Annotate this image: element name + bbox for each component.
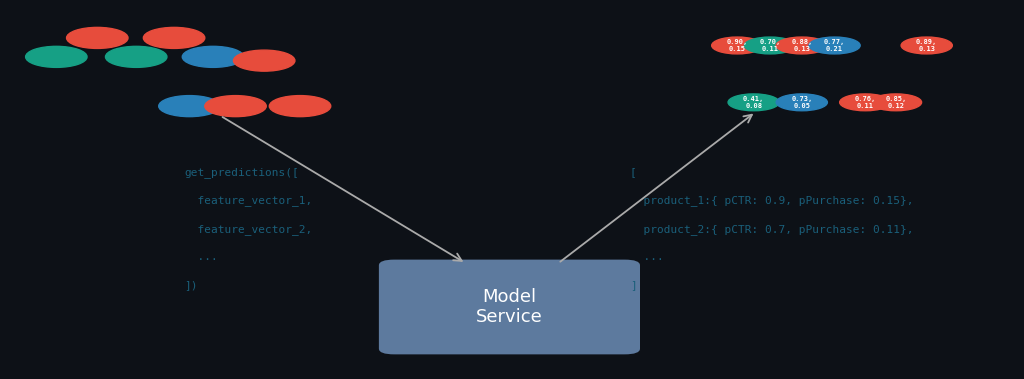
FancyBboxPatch shape bbox=[379, 260, 640, 354]
Text: product_2:{ pCTR: 0.7, pPurchase: 0.11},: product_2:{ pCTR: 0.7, pPurchase: 0.11}, bbox=[630, 224, 913, 235]
Text: ...: ... bbox=[184, 252, 218, 262]
Text: Model
Service: Model Service bbox=[476, 288, 543, 326]
Ellipse shape bbox=[205, 96, 266, 117]
Ellipse shape bbox=[182, 46, 244, 67]
Text: 0.41,
0.08: 0.41, 0.08 bbox=[743, 96, 764, 109]
Ellipse shape bbox=[143, 27, 205, 49]
Ellipse shape bbox=[105, 46, 167, 67]
Ellipse shape bbox=[809, 37, 860, 54]
Text: 0.88,
0.13: 0.88, 0.13 bbox=[792, 39, 812, 52]
Text: 0.73,
0.05: 0.73, 0.05 bbox=[792, 96, 812, 109]
Text: 0.70,
0.11: 0.70, 0.11 bbox=[760, 39, 780, 52]
Ellipse shape bbox=[870, 94, 922, 111]
Ellipse shape bbox=[26, 46, 87, 67]
Text: 0.76,
0.11: 0.76, 0.11 bbox=[855, 96, 876, 109]
Text: 0.89,
0.13: 0.89, 0.13 bbox=[916, 39, 937, 52]
Ellipse shape bbox=[159, 96, 220, 117]
Ellipse shape bbox=[776, 37, 827, 54]
Ellipse shape bbox=[233, 50, 295, 71]
Ellipse shape bbox=[744, 37, 796, 54]
Text: feature_vector_1,: feature_vector_1, bbox=[184, 195, 312, 206]
Ellipse shape bbox=[712, 37, 763, 54]
Text: ]: ] bbox=[630, 280, 637, 290]
Text: 0.77,
0.21: 0.77, 0.21 bbox=[824, 39, 845, 52]
Ellipse shape bbox=[67, 27, 128, 49]
Text: ]): ]) bbox=[184, 280, 198, 290]
Text: [: [ bbox=[630, 167, 637, 177]
Text: product_1:{ pCTR: 0.9, pPurchase: 0.15},: product_1:{ pCTR: 0.9, pPurchase: 0.15}, bbox=[630, 195, 913, 206]
Ellipse shape bbox=[901, 37, 952, 54]
Ellipse shape bbox=[728, 94, 779, 111]
Text: ...: ... bbox=[630, 252, 664, 262]
Text: get_predictions([: get_predictions([ bbox=[184, 167, 299, 178]
Text: feature_vector_2,: feature_vector_2, bbox=[184, 224, 312, 235]
Ellipse shape bbox=[776, 94, 827, 111]
Ellipse shape bbox=[269, 96, 331, 117]
Text: 0.85,
0.12: 0.85, 0.12 bbox=[886, 96, 906, 109]
Ellipse shape bbox=[840, 94, 891, 111]
Text: 0.90,
0.15: 0.90, 0.15 bbox=[727, 39, 748, 52]
